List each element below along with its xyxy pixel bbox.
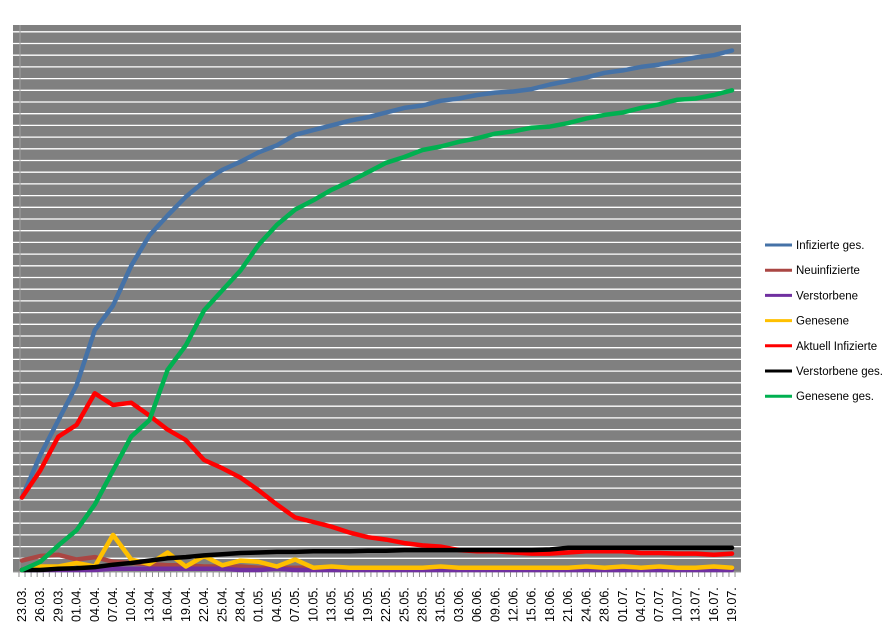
x-tick-label: 16.07. xyxy=(707,587,721,622)
x-tick-label: 03.06. xyxy=(452,587,466,622)
x-tick-label: 16.04. xyxy=(161,587,175,622)
x-tick-label: 16.05. xyxy=(343,587,357,622)
x-tick-label: 06.06. xyxy=(470,587,484,622)
x-tick-label: 04.04. xyxy=(88,587,102,622)
legend-label: Infizierte ges. xyxy=(796,240,864,252)
x-tick-label: 15.06. xyxy=(525,587,539,622)
legend-label: Neuinfizierte xyxy=(796,265,860,277)
x-tick-label: 09.06. xyxy=(488,587,502,622)
legend-label: Verstorbene xyxy=(796,290,858,302)
legend-item: Infizierte ges. xyxy=(765,240,864,252)
x-tick-label: 19.07. xyxy=(725,587,739,622)
x-tick-label: 28.05. xyxy=(416,587,430,622)
x-tick-label: 10.07. xyxy=(670,587,684,622)
x-tick-label: 07.05. xyxy=(288,587,302,622)
x-tick-label: 24.06. xyxy=(579,587,593,622)
legend-item: Genesene ges. xyxy=(765,391,874,403)
series-lines xyxy=(19,48,735,573)
series-line-5 xyxy=(19,545,735,573)
x-tick-labels: 23.03. 26.03. 29.03. 01.04. 04.04. 07.04. 10.0… xyxy=(15,587,739,622)
x-tick-label: 21.06. xyxy=(561,587,575,622)
x-tick-label: 10.04. xyxy=(124,587,138,622)
legend-label: Aktuell Infizierte xyxy=(796,341,877,353)
legend: Infizierte ges. Neuinfizierte Verstorbene G… xyxy=(765,240,883,403)
x-tick-label: 25.04. xyxy=(215,587,229,622)
x-tick-label: 07.04. xyxy=(106,587,120,622)
x-tick-label: 01.05. xyxy=(252,587,266,622)
x-tick-label: 01.04. xyxy=(70,587,84,622)
x-tick-label: 28.04. xyxy=(234,587,248,622)
x-tick-label: 22.05. xyxy=(379,587,393,622)
x-tick-label: 13.07. xyxy=(689,587,703,622)
legend-label: Verstorbene ges. xyxy=(796,366,883,378)
legend-item: Verstorbene xyxy=(765,290,858,302)
legend-item: Genesene xyxy=(765,316,849,328)
x-tick-label: 19.05. xyxy=(361,587,375,622)
x-tick-label: 28.06. xyxy=(598,587,612,622)
series-line-4 xyxy=(19,391,735,558)
x-tick-label: 26.03. xyxy=(33,587,47,622)
x-tick-label: 18.06. xyxy=(543,587,557,622)
x-tick-label: 25.05. xyxy=(397,587,411,622)
x-tick-label: 13.04. xyxy=(142,587,156,622)
x-tick-label: 10.05. xyxy=(306,587,320,622)
legend-item: Verstorbene ges. xyxy=(765,366,883,378)
series-line-0 xyxy=(19,48,735,500)
x-tick-label: 23.03. xyxy=(15,587,29,622)
legend-item: Aktuell Infizierte xyxy=(765,341,877,353)
x-tick-label: 07.07. xyxy=(652,587,666,622)
series-line-2 xyxy=(19,566,735,573)
x-tick-label: 19.04. xyxy=(179,587,193,622)
x-tick-label: 13.05. xyxy=(325,587,339,622)
x-tick-label: 01.07. xyxy=(616,587,630,622)
legend-item: Neuinfizierte xyxy=(765,265,860,277)
x-tick-label: 12.06. xyxy=(507,587,521,622)
x-tick-label: 04.05. xyxy=(270,587,284,622)
series-line-6 xyxy=(19,88,735,573)
x-tick-label: 04.07. xyxy=(634,587,648,622)
x-tick-label: 22.04. xyxy=(197,587,211,622)
legend-label: Genesene ges. xyxy=(796,391,874,403)
legend-label: Genesene xyxy=(796,316,849,328)
x-tick-label: 31.05. xyxy=(434,587,448,622)
plot-area xyxy=(13,25,741,572)
x-tick-label: 29.03. xyxy=(51,587,65,622)
